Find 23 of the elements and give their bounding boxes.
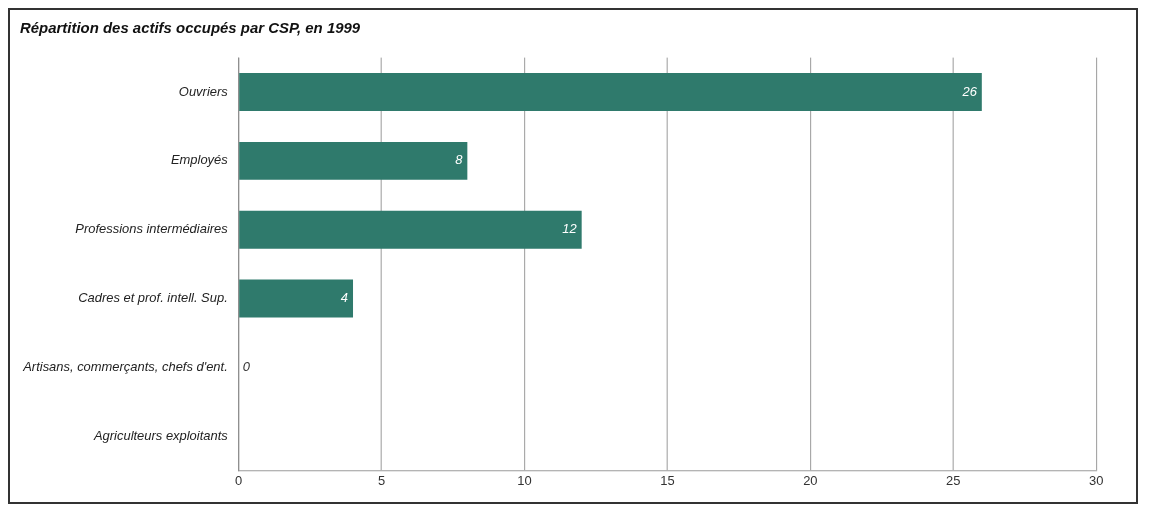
x-tick-label: 5: [378, 472, 386, 488]
y-tick-label: Employés: [170, 152, 229, 168]
x-tick-label: 30: [1088, 472, 1104, 488]
bar: [239, 279, 354, 318]
bar: [239, 73, 982, 111]
data-label: 26: [961, 83, 978, 99]
data-label: 8: [455, 152, 464, 168]
data-label: 12: [562, 221, 577, 237]
x-tick-label: 0: [235, 472, 243, 488]
chart-title: Répartition des actifs occupés par CSP, en 1999: [19, 19, 361, 36]
data-label: 0: [242, 359, 251, 374]
y-tick-label: Agriculteurs exploitants: [92, 427, 229, 443]
bar: [239, 141, 468, 180]
data-label: 4: [340, 290, 349, 306]
bar: [239, 210, 582, 249]
x-tick-label: 25: [946, 472, 961, 488]
x-tick-label: 15: [660, 472, 675, 488]
y-tick-label: Artisans, commerçants, chefs d'ent.: [22, 359, 228, 374]
y-tick-label: Cadres et prof. intell. Sup.: [78, 290, 228, 306]
x-tick-label: 10: [517, 472, 532, 488]
y-tick-label: Professions intermédiaires: [75, 221, 229, 237]
x-tick-label: 20: [803, 472, 818, 488]
y-tick-label: Ouvriers: [178, 83, 229, 99]
